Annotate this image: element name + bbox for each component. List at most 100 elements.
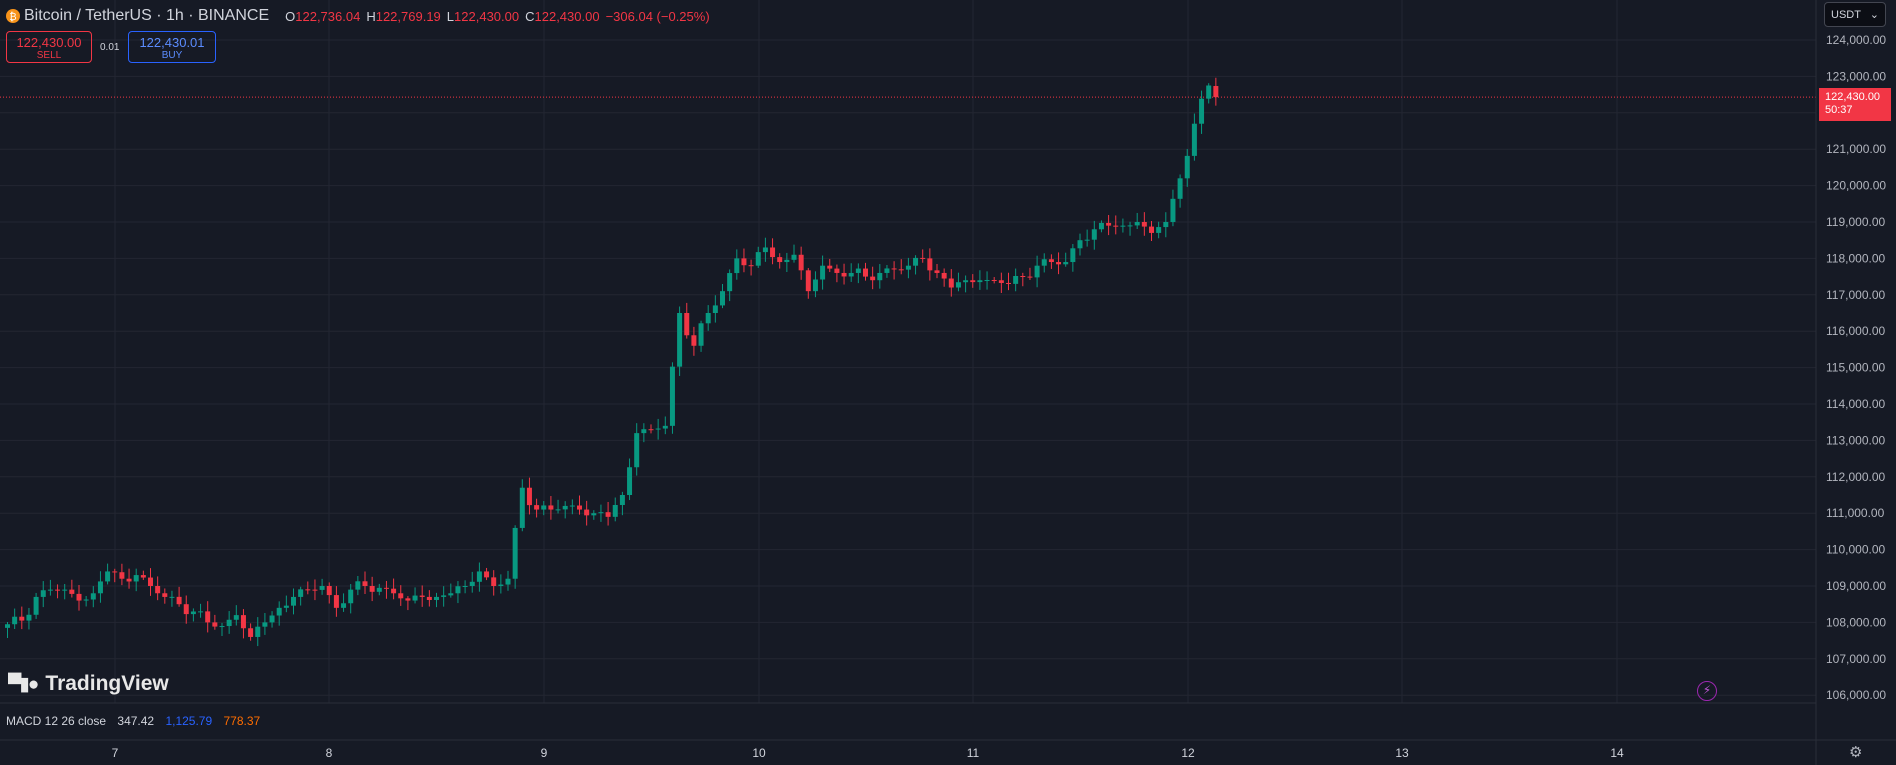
candle-body [991,280,997,282]
gear-icon[interactable]: ⚙ [1849,744,1863,761]
candle-body [1048,259,1054,263]
candle-body [12,616,18,625]
buy-label: BUY [161,50,183,61]
candle-body [90,593,96,600]
candle [1149,221,1154,242]
candle-body [791,254,797,260]
candle [90,586,96,608]
candle [798,246,804,280]
x-tick-label: 8 [326,746,333,760]
buy-button[interactable]: 122,430.01 BUY [128,31,216,63]
candle-body [291,596,296,606]
candle [312,579,318,601]
close-value: 122,430.00 [534,8,600,24]
symbol-header[interactable]: ₿ Bitcoin / TetherUS · 1h · BINANCE O 122… [6,5,710,27]
candle [140,570,146,580]
candle [755,246,761,268]
candle-body [476,571,482,582]
candle [784,252,790,272]
candle [1106,214,1112,236]
candle-body [412,595,418,601]
candle-body [834,268,840,273]
candle-body [548,505,554,510]
candle [491,570,497,596]
candle-body [848,272,854,277]
candle-body [984,280,990,282]
candle [233,605,239,626]
candle [1041,253,1047,273]
candle [863,262,868,281]
symbol-title[interactable]: Bitcoin / TetherUS · 1h · BINANCE [24,7,270,24]
candle-body [841,272,847,277]
candle-body [1134,222,1140,226]
candle [984,271,990,290]
candle [777,253,783,269]
candle [434,592,439,608]
buy-price: 122,430.01 [139,35,205,50]
candle [655,418,661,440]
brand-name: TradingView [45,672,169,695]
macd-legend[interactable]: MACD 12 26 close 347.42 1,125.79 778.37 [6,714,260,728]
candle [920,249,926,263]
candle [198,603,204,618]
candle [548,496,554,520]
candle [383,580,389,599]
candle [291,588,296,615]
candle [569,499,575,515]
candle [419,585,425,607]
candle [970,274,976,288]
candle [720,284,725,309]
candle [155,576,161,601]
candle-body [469,581,475,586]
candle-body [462,586,468,587]
candle [584,500,590,526]
y-tick-label: 110,000.00 [1826,543,1885,557]
candle [133,568,139,592]
candle-body [405,598,411,601]
candle-body [1084,239,1090,241]
candle [462,580,468,594]
candle-body [383,587,389,589]
candle [183,595,189,624]
candle-body [1063,262,1069,265]
candle-body [133,575,139,582]
candle [162,588,168,604]
candle [226,611,232,634]
candle [555,499,561,514]
candle-body [212,622,218,627]
candle [612,497,618,522]
candle-body [126,578,132,582]
candle [512,525,518,589]
candle-body [1113,225,1119,227]
candle-body [677,313,683,367]
candle [1048,254,1054,269]
last-price-tag: 122,430.00 50:37 [1819,88,1891,121]
candle [884,265,890,278]
candle [19,606,25,630]
candle-body [298,589,304,597]
candle-body [891,268,897,270]
candle-body [355,581,361,590]
candle [619,491,625,516]
candle-body [705,313,711,324]
candle [1020,272,1026,287]
currency-select[interactable]: USDT ⌄ [1824,2,1886,27]
candle [991,277,997,284]
candle [1163,212,1169,238]
candle [1070,244,1076,272]
candle [1056,252,1062,275]
sell-button[interactable]: 122,430.00 SELL [6,31,92,63]
candle-body [812,279,818,292]
candle [648,424,654,434]
candle [963,275,969,293]
candle-body [62,589,68,591]
candle [684,302,690,339]
candle-body [362,581,368,586]
candle-body [233,615,239,620]
tradingview-logo[interactable]: ▀▮● TradingView [8,672,169,696]
candle-body [369,586,375,592]
candle-body [376,587,382,592]
candle-body [512,527,518,579]
bolt-icon[interactable]: ⚡ [1697,681,1717,701]
